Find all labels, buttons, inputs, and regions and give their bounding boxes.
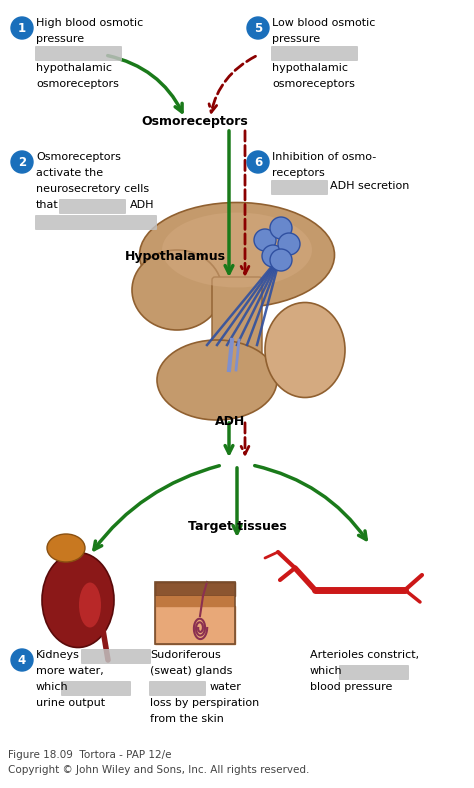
Text: ADH: ADH xyxy=(130,200,155,210)
Circle shape xyxy=(247,151,269,173)
FancyBboxPatch shape xyxy=(271,180,328,195)
FancyBboxPatch shape xyxy=(339,665,409,680)
Circle shape xyxy=(11,17,33,39)
Circle shape xyxy=(270,249,292,271)
Text: 5: 5 xyxy=(254,21,262,35)
Ellipse shape xyxy=(132,250,222,330)
Text: which: which xyxy=(310,666,343,676)
Text: loss by perspiration: loss by perspiration xyxy=(150,698,259,708)
Text: water: water xyxy=(210,682,242,692)
FancyBboxPatch shape xyxy=(35,46,122,61)
Ellipse shape xyxy=(79,582,101,627)
FancyBboxPatch shape xyxy=(61,681,131,696)
Text: ADH secretion: ADH secretion xyxy=(330,181,410,191)
Text: hypothalamic: hypothalamic xyxy=(272,63,348,73)
FancyBboxPatch shape xyxy=(271,46,358,61)
Text: Low blood osmotic: Low blood osmotic xyxy=(272,18,375,28)
Text: Osmoreceptors: Osmoreceptors xyxy=(36,152,121,162)
Text: receptors: receptors xyxy=(272,168,325,178)
Text: Hypothalamus: Hypothalamus xyxy=(125,250,226,263)
Text: Sudoriferous: Sudoriferous xyxy=(150,650,221,660)
Text: osmoreceptors: osmoreceptors xyxy=(272,79,355,89)
Text: 1: 1 xyxy=(18,21,26,35)
Text: more water,: more water, xyxy=(36,666,104,676)
FancyBboxPatch shape xyxy=(212,277,262,363)
Text: 4: 4 xyxy=(18,653,26,667)
Ellipse shape xyxy=(157,340,277,420)
Text: neurosecretory cells: neurosecretory cells xyxy=(36,184,149,194)
Ellipse shape xyxy=(139,203,335,307)
FancyBboxPatch shape xyxy=(155,596,235,606)
Text: ADH: ADH xyxy=(215,415,245,428)
Ellipse shape xyxy=(162,213,312,288)
Text: 6: 6 xyxy=(254,155,262,169)
Text: Osmoreceptors: Osmoreceptors xyxy=(142,115,248,128)
Text: pressure: pressure xyxy=(272,34,320,44)
Text: from the skin: from the skin xyxy=(150,714,224,724)
FancyBboxPatch shape xyxy=(149,681,206,696)
Text: pressure: pressure xyxy=(36,34,84,44)
Text: blood pressure: blood pressure xyxy=(310,682,392,692)
Ellipse shape xyxy=(42,552,114,648)
Text: Target tissues: Target tissues xyxy=(188,520,286,533)
Text: Figure 18.09  Tortora - PAP 12/e: Figure 18.09 Tortora - PAP 12/e xyxy=(8,750,172,760)
Text: urine output: urine output xyxy=(36,698,105,708)
FancyBboxPatch shape xyxy=(155,606,235,644)
Text: which: which xyxy=(36,682,69,692)
Text: Copyright © John Wiley and Sons, Inc. All rights reserved.: Copyright © John Wiley and Sons, Inc. Al… xyxy=(8,765,310,775)
Circle shape xyxy=(11,151,33,173)
Circle shape xyxy=(254,229,276,251)
Text: (sweat) glands: (sweat) glands xyxy=(150,666,232,676)
Circle shape xyxy=(262,245,284,267)
FancyBboxPatch shape xyxy=(155,582,235,596)
FancyBboxPatch shape xyxy=(35,215,157,230)
FancyBboxPatch shape xyxy=(59,199,126,214)
Circle shape xyxy=(11,649,33,671)
Circle shape xyxy=(270,217,292,239)
Text: Kidneys: Kidneys xyxy=(36,650,80,660)
Text: High blood osmotic: High blood osmotic xyxy=(36,18,143,28)
Text: osmoreceptors: osmoreceptors xyxy=(36,79,119,89)
Text: activate the: activate the xyxy=(36,168,103,178)
Ellipse shape xyxy=(47,534,85,562)
Text: hypothalamic: hypothalamic xyxy=(36,63,112,73)
Ellipse shape xyxy=(265,303,345,397)
FancyBboxPatch shape xyxy=(81,649,151,664)
Circle shape xyxy=(278,233,300,255)
Text: that: that xyxy=(36,200,59,210)
Text: Arterioles constrict,: Arterioles constrict, xyxy=(310,650,419,660)
Circle shape xyxy=(247,17,269,39)
Text: Inhibition of osmo-: Inhibition of osmo- xyxy=(272,152,376,162)
Text: 2: 2 xyxy=(18,155,26,169)
